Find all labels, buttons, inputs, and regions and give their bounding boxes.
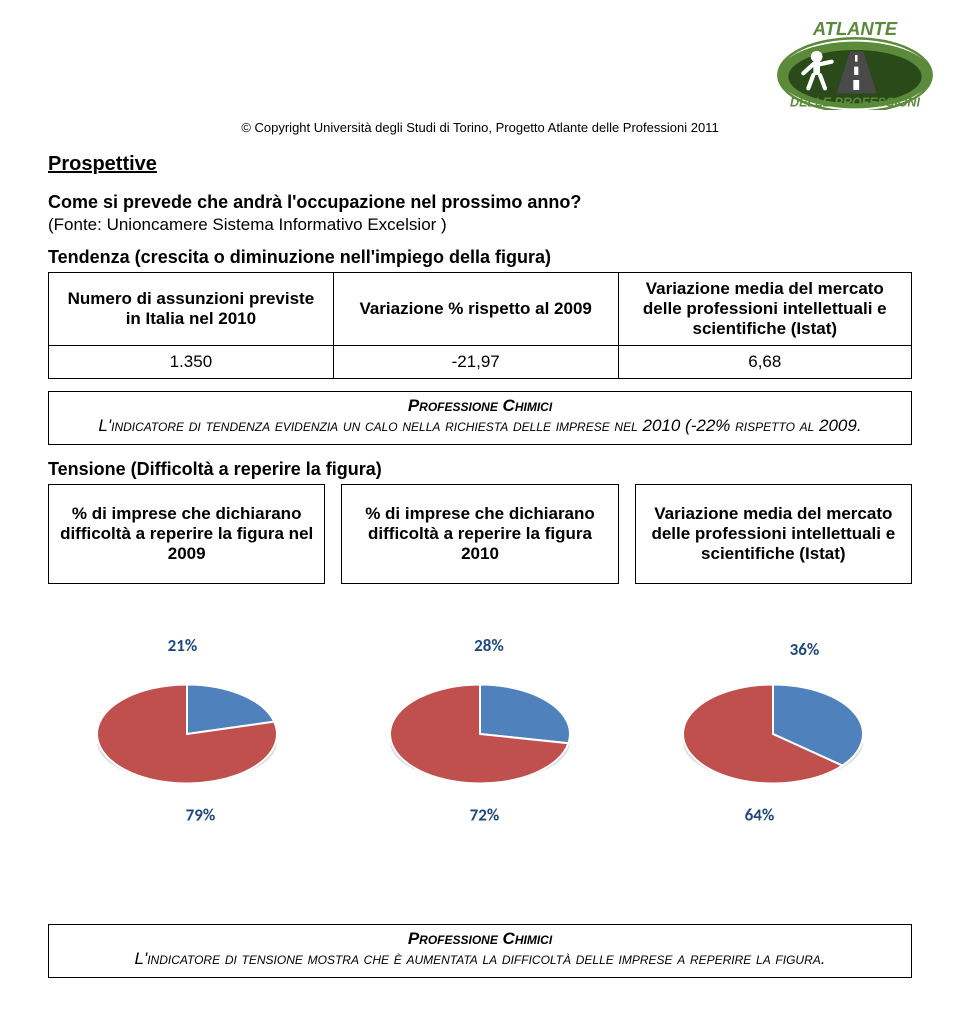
table1-c1: -21,97 [333,346,618,379]
table1-c2: 6,68 [618,346,911,379]
svg-text:DELLE PROFESSIONI: DELLE PROFESSIONI [790,96,920,110]
pie-chart-market: 36% 64% [643,594,903,864]
subhead: Come si prevede che andrà l'occupazione … [48,192,912,213]
pie-h2: Variazione media del mercato delle profe… [635,484,912,584]
note1-body: L'indicatore di tendenza evidenzia un ca… [59,416,901,436]
pie-h0: % di imprese che dichiarano difficoltà a… [48,484,325,584]
svg-text:79%: 79% [185,804,215,825]
svg-text:72%: 72% [470,804,500,825]
svg-text:28%: 28% [474,635,504,656]
note2-title: Professione Chimici [59,929,901,949]
svg-text:36%: 36% [790,639,820,660]
svg-text:ATLANTE: ATLANTE [812,18,898,39]
source-line: (Fonte: Unioncamere Sistema Informativo … [48,215,912,235]
pie-col-1: % di imprese che dichiarano difficoltà a… [341,484,618,864]
pie-col-0: % di imprese che dichiarano difficoltà a… [48,484,325,864]
svg-text:64%: 64% [745,804,775,825]
pie-chart-2009: 21% 79% [57,594,317,864]
note2-body: L'indicatore di tensione mostra che è au… [59,949,901,969]
atlante-logo: ATLANTE DELLE PROFESSIONI [770,10,940,110]
copyright-line: © Copyright Università degli Studi di To… [48,120,912,135]
note1-title: Professione Chimici [59,396,901,416]
pie-col-2: Variazione media del mercato delle profe… [635,484,912,864]
table1-h0: Numero di assunzioni previste in Italia … [49,273,334,346]
svg-text:21%: 21% [167,635,197,656]
pie-chart-2010: 28% 72% [350,594,610,864]
pie-row: % di imprese che dichiarano difficoltà a… [48,484,912,864]
note2-box: Professione Chimici L'indicatore di tens… [48,924,912,978]
tendenza-table: Numero di assunzioni previste in Italia … [48,272,912,379]
table1-h1: Variazione % rispetto al 2009 [333,273,618,346]
section-title: Prospettive [48,153,912,176]
table2-title: Tensione (Difficoltà a reperire la figur… [48,459,912,480]
table1-title: Tendenza (crescita o diminuzione nell'im… [48,247,912,268]
table1-c0: 1.350 [49,346,334,379]
note1-box: Professione Chimici L'indicatore di tend… [48,391,912,445]
pie-h1: % di imprese che dichiarano difficoltà a… [341,484,618,584]
table1-h2: Variazione media del mercato delle profe… [618,273,911,346]
